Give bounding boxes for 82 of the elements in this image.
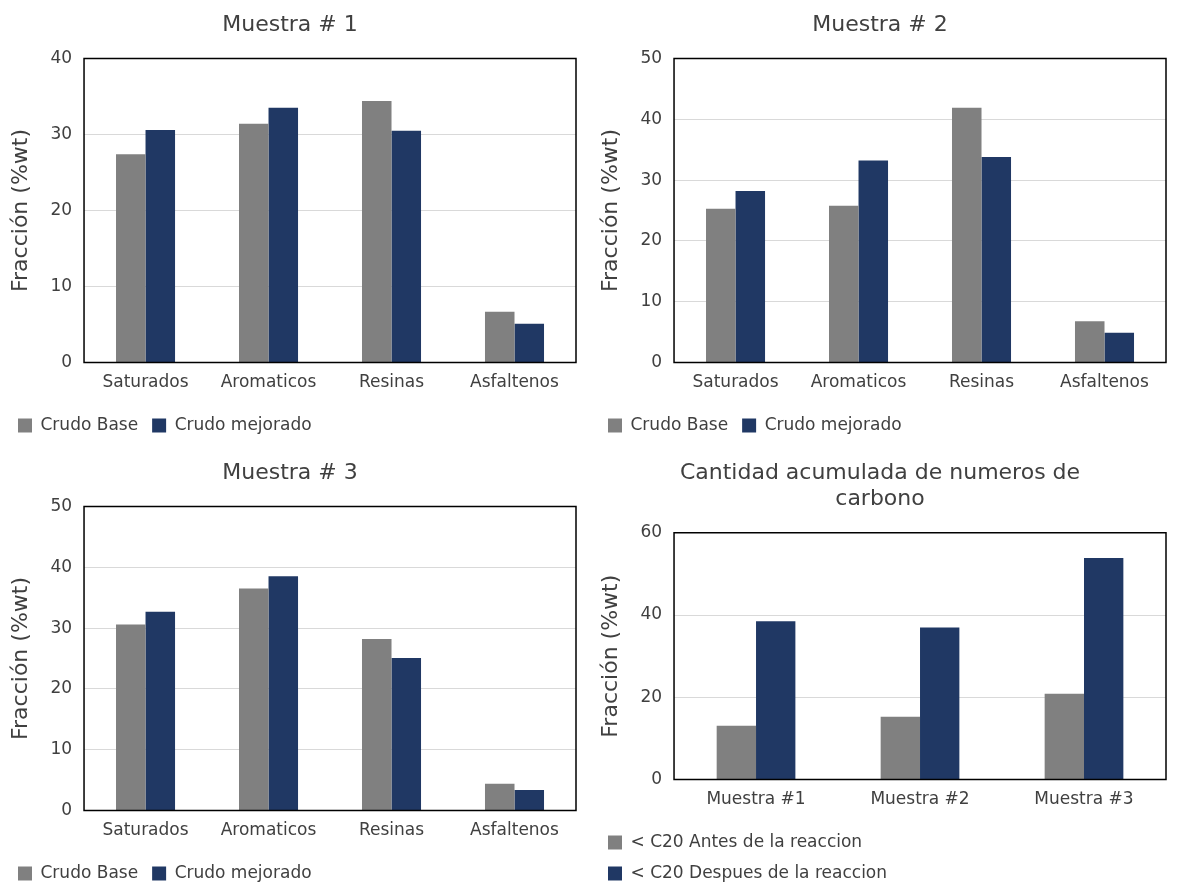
y-tick-label: 50 [640,46,663,67]
x-tick-label: Asfaltenos [1060,371,1150,392]
y-tick-label: 40 [640,603,663,624]
bar [1074,321,1105,363]
chart-title: Cantidad acumulada de numeros de carbono [679,458,1081,511]
y-tick-label: 20 [640,685,663,706]
y-tick-label: 50 [50,494,73,515]
y-tick-label: 0 [651,768,663,789]
legend-label: Crudo mejorado [764,413,902,434]
chart-title: Muestra # 3 [222,458,358,484]
bar [1104,332,1135,363]
bar [756,621,796,780]
y-axis-title: Fracción (%wt) [596,129,622,292]
bar [981,156,1012,363]
bar [1084,557,1124,780]
y-tick-label: 10 [50,274,73,295]
bar [880,716,921,780]
y-tick-label: 0 [61,799,73,820]
legend-label: < C20 Despues de la reaccion [630,861,888,882]
legend-label: Crudo Base [630,413,729,434]
y-tick-label: 20 [50,198,73,219]
y-tick-label: 40 [50,46,73,67]
bar [116,624,146,811]
bar [484,311,515,363]
bar [361,100,392,363]
bar [829,205,859,363]
y-axis-title: Fracción (%wt) [6,577,32,740]
x-tick-label: Aromaticos [220,819,317,840]
legend-label: Crudo mejorado [174,861,312,882]
x-tick-label: Resinas [948,371,1015,392]
bar [361,639,392,811]
bar [706,208,736,363]
chart-title: Muestra # 2 [812,10,948,36]
y-tick-label: 40 [50,555,73,576]
y-tick-label: 30 [640,168,663,189]
y-tick-label: 60 [640,521,663,542]
bar [268,576,299,811]
x-tick-label: Muestra #3 [1034,788,1134,809]
x-tick-label: Saturados [692,371,779,392]
bar [514,323,545,363]
y-axis-title: Fracción (%wt) [6,129,32,292]
bar [391,130,422,363]
bar [391,657,422,811]
chart-title: Muestra # 1 [222,10,358,36]
legend-label: < C20 Antes de la reaccion [630,830,863,851]
bar [145,611,176,811]
y-axis-title: Fracción (%wt) [596,574,622,738]
bar [145,129,176,363]
x-tick-label: Asfaltenos [470,819,560,840]
x-tick-label: Muestra #2 [870,788,970,809]
bar [716,725,757,780]
bar [735,191,766,363]
legend-label: Crudo Base [40,413,139,434]
x-tick-label: Saturados [102,371,189,392]
bar [239,123,269,363]
legend-label: Crudo Base [40,861,139,882]
y-tick-label: 20 [50,677,73,698]
y-tick-label: 10 [640,290,663,311]
y-tick-label: 0 [61,351,73,372]
x-tick-label: Aromaticos [220,371,317,392]
bar [239,588,269,811]
bar [951,107,982,363]
bar [858,160,889,363]
bar [514,789,545,811]
bar [1044,693,1085,780]
bar [268,107,299,363]
y-tick-label: 30 [50,616,73,637]
y-tick-label: 30 [50,122,73,143]
bar [484,783,515,811]
x-tick-label: Saturados [102,819,189,840]
y-tick-label: 10 [50,738,73,759]
x-tick-label: Resinas [358,371,425,392]
y-tick-label: 40 [640,107,663,128]
y-tick-label: 20 [640,229,663,250]
bar [116,154,146,363]
legend-label: Crudo mejorado [174,413,312,434]
x-tick-label: Aromaticos [810,371,907,392]
bar [920,627,960,780]
x-tick-label: Muestra #1 [706,788,806,809]
x-tick-label: Asfaltenos [470,371,560,392]
y-tick-label: 0 [651,351,663,372]
x-tick-label: Resinas [358,819,425,840]
